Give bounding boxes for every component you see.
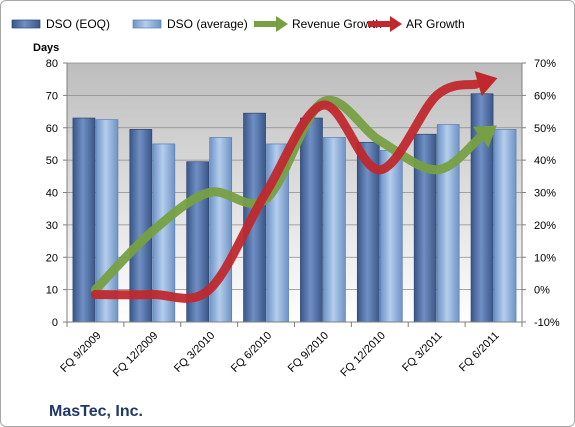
x-tick-label: FQ 6/2010 (229, 330, 274, 375)
y2-tick-label: 30% (534, 188, 556, 200)
legend-label: AR Growth (406, 17, 465, 31)
series-lines (90, 71, 498, 303)
legend-arrowhead (276, 16, 288, 32)
bar-dso-average (323, 137, 346, 323)
bar-dso-average (436, 124, 460, 323)
legend-label: DSO (EOQ) (46, 17, 110, 31)
revenue-growth-line-arrowhead (472, 125, 497, 148)
ar-growth-line (90, 79, 481, 303)
ar-growth-line-arrowhead (474, 71, 498, 97)
legend-arrowhead (390, 16, 402, 32)
legend-label: DSO (average) (167, 17, 248, 31)
x-tick-label: FQ 9/2010 (286, 330, 331, 375)
bar-dso-average (379, 150, 403, 323)
revenue-growth-line (90, 95, 484, 295)
y2-tick-label: -10% (534, 317, 560, 329)
legend: DSO (EOQ) DSO (average) Revenue Growth AR G… (11, 16, 465, 32)
y2-tick-label: 60% (534, 90, 556, 102)
y-tick-label: 10 (46, 285, 58, 297)
y-tick-label: 0 (52, 317, 58, 329)
legend-swatch (11, 19, 41, 29)
y2-tick-label: 20% (534, 220, 556, 232)
y-tick-label: 50 (46, 155, 58, 167)
bar-dso-average (209, 137, 233, 323)
y-axis-title: Days (33, 42, 59, 54)
x-tick-label: FQ 3/2011 (400, 330, 445, 375)
y-tick-label: 40 (46, 188, 58, 200)
legend-swatch (132, 19, 162, 29)
legend-label: Revenue Growth (292, 17, 382, 31)
y2-tick-label: 70% (534, 58, 556, 70)
x-tick-label: FQ 6/2011 (457, 330, 502, 375)
y-tick-label: 30 (46, 220, 58, 232)
y-tick-label: 80 (46, 58, 58, 70)
x-tick-label: FQ 12/2009 (111, 330, 161, 380)
y-tick-label: 60 (46, 123, 58, 135)
bar-dso-eoq (300, 117, 323, 323)
y-tick-label: 20 (46, 252, 58, 264)
x-tick-label: FQ 9/2009 (58, 330, 103, 375)
y-tick-label: 70 (46, 90, 58, 102)
bar-dso-average (493, 129, 517, 323)
company-name: MasTec, Inc. (49, 403, 143, 420)
y2-tick-label: 10% (534, 252, 556, 264)
y2-tick-label: 40% (534, 155, 556, 167)
x-tick-label: FQ 3/2010 (172, 330, 217, 375)
y2-tick-label: 0% (534, 285, 550, 297)
x-tick-label: FQ 12/2010 (338, 330, 388, 380)
y2-tick-label: 50% (534, 123, 556, 135)
